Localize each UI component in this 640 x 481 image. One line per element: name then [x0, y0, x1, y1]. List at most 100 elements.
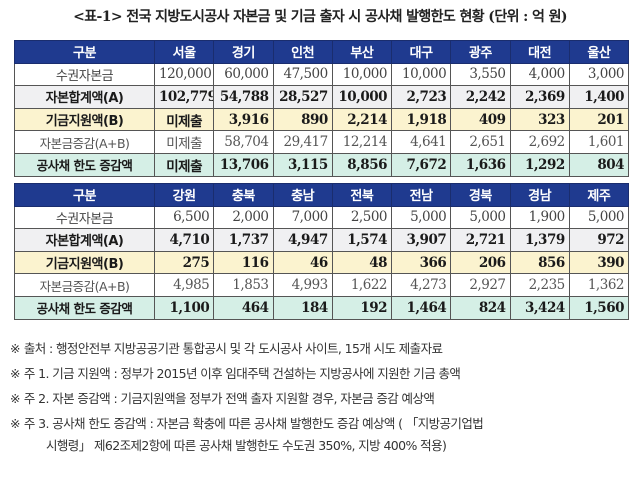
cell: 58,704 [213, 130, 274, 154]
cell: 116 [213, 250, 274, 275]
cell: 13,706 [213, 152, 274, 177]
cell: 미제출 [153, 107, 215, 132]
cell: 856 [509, 250, 570, 275]
note-source: ※ 출처 : 행정안전부 지방공공기관 통합공시 및 각 도시공사 사이트, 15… [10, 336, 635, 361]
cell: 1,100 [153, 295, 215, 320]
header-cell: 인천 [272, 40, 333, 64]
note-text: 주 3. 공사채 한도 증감액 : 자본금 확충에 따른 공사채 발행한도 증감… [23, 416, 484, 431]
cell: 201 [568, 107, 630, 132]
cell: 54,788 [213, 85, 274, 109]
cell: 29,417 [272, 130, 333, 154]
table-row: 공사채 한도 증감액 미제출 13,706 3,115 8,856 7,672 … [14, 152, 630, 177]
header-cell: 경남 [509, 183, 570, 207]
table-title: <표-1> 전국 지방도시공사 자본금 및 기금 출자 시 공사채 발행한도 현… [73, 9, 567, 25]
cell: 6,500 [153, 205, 215, 230]
table-row: 자본합계액(A) 4,710 1,737 4,947 1,574 3,907 2… [14, 228, 630, 252]
cell: 2,723 [390, 85, 452, 109]
header-cell: 울산 [568, 40, 630, 64]
cell: 2,651 [450, 130, 511, 154]
cell: 2,927 [450, 273, 511, 297]
header-cell: 부산 [331, 40, 393, 64]
cell: 1,292 [509, 152, 570, 177]
note-1: ※ 주 1. 기금 지원액 : 정부가 2015년 이후 임대주택 건설하는 지방… [10, 361, 635, 386]
cell: 3,907 [390, 228, 452, 252]
cell: 2,242 [450, 85, 511, 109]
note-3: ※ 주 3. 공사채 한도 증감액 : 자본금 확충에 따른 공사채 발행한도 증… [10, 411, 635, 436]
cell: 2,000 [213, 205, 274, 230]
cell: 1,900 [509, 205, 570, 230]
row-label: 자본합계액(A) [14, 85, 155, 109]
table-row: 수권자본금 120,000 60,000 47,500 10,000 10,00… [14, 62, 630, 87]
cell: 323 [509, 107, 570, 132]
note-text: 출처 : 행정안전부 지방공공기관 통합공시 및 각 도시공사 사이트, 15개… [23, 341, 443, 356]
cell: 60,000 [213, 62, 274, 87]
cell: 2,214 [331, 107, 393, 132]
header-cell: 강원 [153, 183, 215, 207]
table-row: 자본금증감(A+B) 미제출 58,704 29,417 12,214 4,64… [14, 130, 630, 154]
table-header-row: 구분 서울 경기 인천 부산 대구 광주 대전 울산 [14, 40, 630, 64]
row-label: 자본금증감(A+B) [14, 130, 155, 154]
cell: 5,000 [568, 205, 630, 230]
cell: 46 [272, 250, 333, 275]
cell: 464 [213, 295, 274, 320]
cell: 206 [450, 250, 511, 275]
cell: 4,710 [153, 228, 215, 252]
cell: 4,000 [509, 62, 570, 87]
header-cell: 광주 [450, 40, 511, 64]
cell: 192 [331, 295, 393, 320]
cell: 890 [272, 107, 333, 132]
cell: 2,721 [450, 228, 511, 252]
note-2: ※ 주 2. 자본 증감액 : 기금지원액을 정부가 전액 출자 지원할 경우, … [10, 386, 635, 411]
row-label: 기금지원액(B) [14, 250, 155, 275]
cell: 4,273 [390, 273, 452, 297]
cell: 2,369 [509, 85, 570, 109]
cell: 1,853 [213, 273, 274, 297]
header-cell: 충남 [272, 183, 333, 207]
table-provinces: 구분 강원 충북 충남 전북 전남 경북 경남 제주 수권자본금 6,500 2… [14, 183, 630, 320]
cell: 2,235 [509, 273, 570, 297]
cell: 5,000 [450, 205, 511, 230]
header-cell: 충북 [213, 183, 274, 207]
cell: 7,000 [272, 205, 333, 230]
cell: 2,500 [331, 205, 393, 230]
row-label: 공사채 한도 증감액 [14, 152, 155, 177]
cell: 390 [568, 250, 630, 275]
table-row: 수권자본금 6,500 2,000 7,000 2,500 5,000 5,00… [14, 205, 630, 230]
table-metro-cities: 구분 서울 경기 인천 부산 대구 광주 대전 울산 수권자본금 120,000… [14, 40, 630, 177]
cell: 1,622 [331, 273, 393, 297]
cell: 366 [390, 250, 452, 275]
row-label: 공사채 한도 증감액 [14, 295, 155, 320]
cell: 1,737 [213, 228, 274, 252]
cell: 1,464 [390, 295, 452, 320]
cell: 102,779 [153, 85, 215, 109]
reference-mark-icon: ※ [10, 341, 20, 356]
cell: 5,000 [390, 205, 452, 230]
cell: 2,692 [509, 130, 570, 154]
cell: 12,214 [331, 130, 393, 154]
cell: 3,550 [450, 62, 511, 87]
table-row: 자본금증감(A+B) 4,985 1,853 4,993 1,622 4,273… [14, 273, 630, 297]
cell: 409 [450, 107, 511, 132]
cell: 4,985 [153, 273, 215, 297]
header-cell: 제주 [568, 183, 630, 207]
table-row: 기금지원액(B) 미제출 3,916 890 2,214 1,918 409 3… [14, 107, 630, 132]
cell: 275 [153, 250, 215, 275]
table-header-row: 구분 강원 충북 충남 전북 전남 경북 경남 제주 [14, 183, 630, 207]
cell: 184 [272, 295, 333, 320]
note-text: 주 1. 기금 지원액 : 정부가 2015년 이후 임대주택 건설하는 지방공… [23, 366, 461, 381]
cell: 10,000 [390, 62, 452, 87]
reference-mark-icon: ※ [10, 366, 20, 381]
cell: 804 [568, 152, 630, 177]
row-label: 자본금증감(A+B) [14, 273, 155, 297]
header-cell: 전북 [331, 183, 393, 207]
table-row: 공사채 한도 증감액 1,100 464 184 192 1,464 824 3… [14, 295, 630, 320]
cell: 3,115 [272, 152, 333, 177]
header-cell: 전남 [390, 183, 452, 207]
header-cell: 대구 [390, 40, 452, 64]
cell: 28,527 [272, 85, 333, 109]
header-cell: 구분 [14, 183, 155, 207]
cell: 3,916 [213, 107, 274, 132]
cell: 824 [450, 295, 511, 320]
cell: 미제출 [153, 130, 215, 154]
cell: 1,918 [390, 107, 452, 132]
